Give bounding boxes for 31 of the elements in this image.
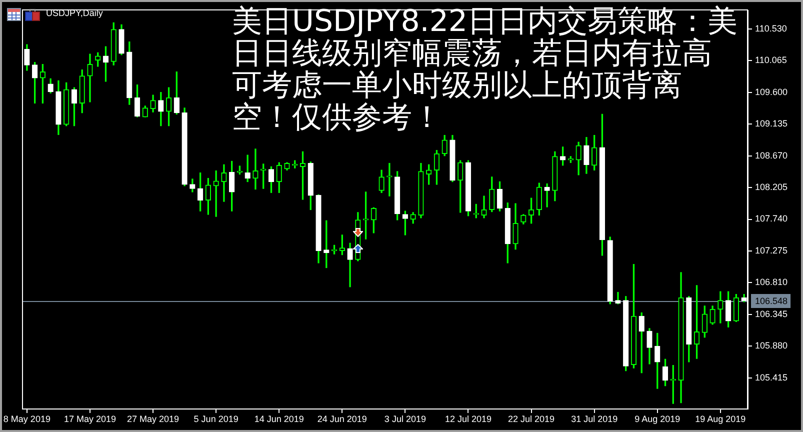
candlestick (544, 183, 550, 208)
x-tick-label: 19 Aug 2019 (695, 414, 746, 424)
candlestick (252, 148, 258, 190)
y-tick-label: 106.345 (755, 308, 788, 319)
y-tick-label: 106.810 (755, 277, 788, 288)
candlestick (386, 162, 392, 196)
y-tick-label: 105.880 (755, 340, 788, 351)
candlestick (221, 164, 227, 202)
y-tick-label: 110.065 (755, 55, 787, 66)
candlestick (213, 170, 219, 217)
y-tick-label: 109.135 (755, 118, 788, 129)
y-tick-label: 107.740 (755, 214, 788, 224)
x-tick-label: 31 Jul 2019 (571, 414, 618, 424)
x-tick-label: 22 Jul 2019 (508, 414, 555, 424)
chart-title: USDJPY,Daily (46, 8, 103, 19)
y-tick-label: 108.670 (755, 150, 788, 160)
ref-line-label: 106.548 (755, 296, 788, 306)
x-tick-label: 27 May 2019 (127, 414, 180, 424)
x-tick-label: 9 Aug 2019 (634, 414, 680, 424)
x-tick-label: 12 Jul 2019 (444, 414, 492, 424)
y-tick-label: 105.415 (755, 372, 788, 382)
x-tick-label: 3 Jul 2019 (384, 414, 426, 424)
x-tick-label: 14 Jun 2019 (254, 414, 304, 424)
y-tick-label: 110.530 (755, 23, 787, 34)
x-tick-label: 8 May 2019 (3, 414, 50, 424)
y-tick-label: 108.205 (755, 182, 788, 192)
x-tick-label: 17 May 2019 (64, 414, 116, 424)
y-tick-label: 109.600 (755, 86, 788, 97)
x-tick-label: 24 Jun 2019 (317, 414, 367, 424)
y-tick-label: 107.275 (755, 245, 788, 256)
x-tick-label: 5 Jun 2019 (194, 414, 238, 424)
